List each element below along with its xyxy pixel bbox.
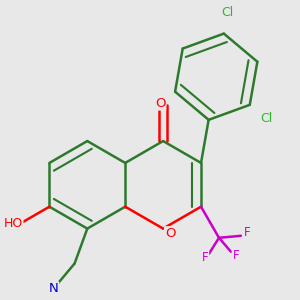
Text: F: F <box>202 251 208 264</box>
Text: Cl: Cl <box>260 112 273 125</box>
Text: F: F <box>244 226 250 239</box>
Text: N: N <box>49 282 58 295</box>
Text: F: F <box>232 249 239 262</box>
Text: HO: HO <box>3 217 22 230</box>
Text: O: O <box>165 227 175 240</box>
Text: O: O <box>155 97 165 110</box>
Text: Cl: Cl <box>221 6 234 19</box>
